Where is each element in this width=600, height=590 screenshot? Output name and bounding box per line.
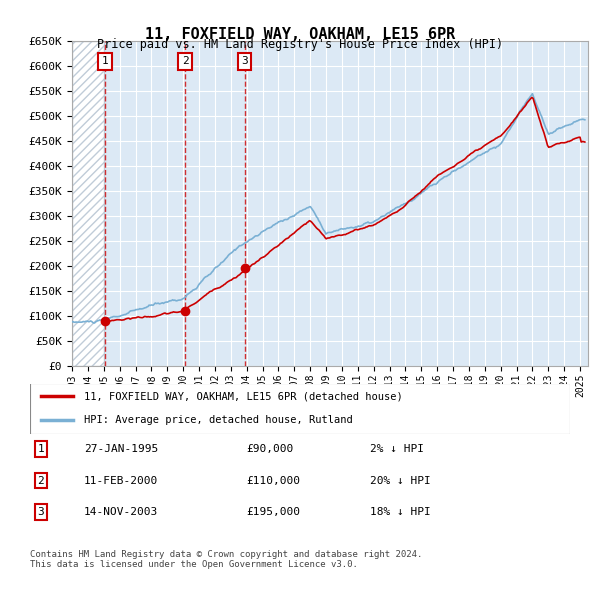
FancyBboxPatch shape xyxy=(30,384,570,434)
Text: 14-NOV-2003: 14-NOV-2003 xyxy=(84,507,158,517)
Text: 1: 1 xyxy=(37,444,44,454)
Text: 27-JAN-1995: 27-JAN-1995 xyxy=(84,444,158,454)
Text: £110,000: £110,000 xyxy=(246,476,300,486)
Text: 11, FOXFIELD WAY, OAKHAM, LE15 6PR (detached house): 11, FOXFIELD WAY, OAKHAM, LE15 6PR (deta… xyxy=(84,391,403,401)
Text: 2% ↓ HPI: 2% ↓ HPI xyxy=(370,444,424,454)
Text: 18% ↓ HPI: 18% ↓ HPI xyxy=(370,507,431,517)
Text: 11, FOXFIELD WAY, OAKHAM, LE15 6PR: 11, FOXFIELD WAY, OAKHAM, LE15 6PR xyxy=(145,27,455,41)
Text: 2: 2 xyxy=(37,476,44,486)
Text: Price paid vs. HM Land Registry's House Price Index (HPI): Price paid vs. HM Land Registry's House … xyxy=(97,38,503,51)
Text: Contains HM Land Registry data © Crown copyright and database right 2024.
This d: Contains HM Land Registry data © Crown c… xyxy=(30,550,422,569)
Text: 3: 3 xyxy=(241,56,248,66)
Text: £195,000: £195,000 xyxy=(246,507,300,517)
Text: HPI: Average price, detached house, Rutland: HPI: Average price, detached house, Rutl… xyxy=(84,415,353,425)
Bar xyxy=(72,41,104,366)
Text: £90,000: £90,000 xyxy=(246,444,293,454)
Text: 2: 2 xyxy=(182,56,188,66)
Text: 20% ↓ HPI: 20% ↓ HPI xyxy=(370,476,431,486)
Text: 11-FEB-2000: 11-FEB-2000 xyxy=(84,476,158,486)
Text: 1: 1 xyxy=(101,56,108,66)
Text: 3: 3 xyxy=(37,507,44,517)
